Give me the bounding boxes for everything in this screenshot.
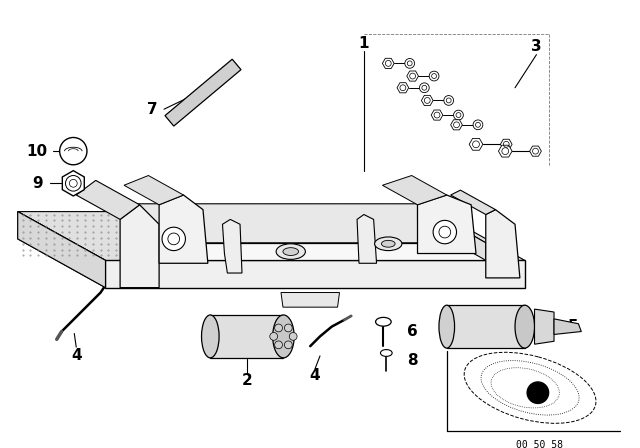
Circle shape	[454, 110, 463, 120]
Ellipse shape	[381, 241, 395, 247]
Circle shape	[405, 59, 415, 68]
Polygon shape	[281, 293, 339, 307]
Text: 9: 9	[32, 176, 42, 191]
Polygon shape	[534, 309, 554, 344]
Text: 4: 4	[71, 349, 81, 363]
Polygon shape	[451, 120, 462, 130]
Circle shape	[473, 120, 483, 129]
Polygon shape	[417, 195, 476, 254]
Polygon shape	[431, 110, 443, 120]
Polygon shape	[211, 315, 284, 358]
Circle shape	[275, 324, 282, 332]
Polygon shape	[18, 211, 525, 260]
Ellipse shape	[380, 349, 392, 357]
Text: 4: 4	[310, 368, 321, 383]
Circle shape	[284, 341, 292, 349]
Circle shape	[527, 382, 548, 403]
Polygon shape	[407, 71, 419, 81]
Text: 1: 1	[358, 36, 369, 52]
Circle shape	[444, 95, 454, 105]
Ellipse shape	[202, 315, 219, 358]
Circle shape	[275, 341, 282, 349]
Polygon shape	[421, 95, 433, 105]
Ellipse shape	[374, 237, 402, 250]
Polygon shape	[223, 220, 242, 273]
Polygon shape	[554, 319, 581, 335]
Circle shape	[289, 332, 297, 340]
Polygon shape	[76, 181, 140, 220]
Polygon shape	[469, 138, 483, 150]
Circle shape	[433, 220, 456, 244]
Text: 8: 8	[407, 353, 418, 368]
Polygon shape	[124, 176, 184, 205]
Text: 2: 2	[241, 373, 252, 388]
Polygon shape	[397, 83, 409, 93]
Text: 3: 3	[531, 39, 542, 54]
Ellipse shape	[439, 305, 454, 348]
Polygon shape	[530, 146, 541, 156]
Polygon shape	[106, 260, 525, 288]
Ellipse shape	[515, 305, 534, 348]
Polygon shape	[451, 190, 495, 215]
Text: 6: 6	[407, 324, 418, 339]
Ellipse shape	[276, 244, 305, 259]
Circle shape	[60, 138, 87, 165]
Polygon shape	[383, 58, 394, 69]
Polygon shape	[96, 204, 486, 243]
Ellipse shape	[376, 317, 391, 326]
Circle shape	[270, 332, 278, 340]
Polygon shape	[164, 243, 486, 260]
Polygon shape	[486, 210, 520, 278]
Polygon shape	[357, 215, 376, 263]
Text: 7: 7	[147, 102, 157, 117]
Circle shape	[162, 227, 186, 250]
Polygon shape	[500, 139, 512, 149]
Polygon shape	[18, 211, 106, 288]
Text: 10: 10	[27, 144, 48, 159]
Polygon shape	[499, 145, 512, 157]
Circle shape	[419, 83, 429, 93]
Circle shape	[284, 324, 292, 332]
Polygon shape	[417, 204, 486, 260]
Circle shape	[429, 71, 439, 81]
Ellipse shape	[273, 315, 294, 358]
Polygon shape	[159, 195, 208, 263]
Polygon shape	[447, 305, 525, 348]
Polygon shape	[18, 211, 106, 288]
Polygon shape	[383, 176, 447, 205]
Text: 5: 5	[568, 319, 579, 334]
Polygon shape	[120, 205, 159, 288]
Text: 00 50 58: 00 50 58	[516, 439, 563, 448]
Ellipse shape	[283, 248, 298, 255]
Polygon shape	[165, 59, 241, 126]
Polygon shape	[62, 171, 84, 196]
